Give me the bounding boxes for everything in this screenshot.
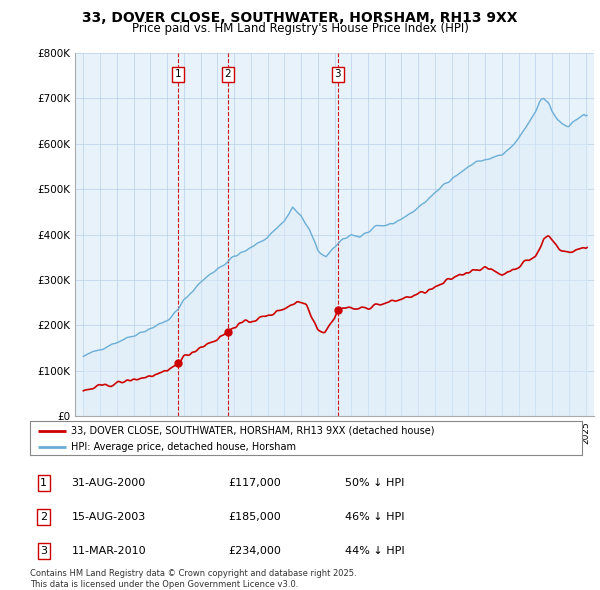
- Text: 1: 1: [40, 478, 47, 488]
- Text: 11-MAR-2010: 11-MAR-2010: [71, 546, 146, 556]
- Text: 2: 2: [224, 70, 231, 80]
- Text: £117,000: £117,000: [229, 478, 281, 488]
- Text: 15-AUG-2003: 15-AUG-2003: [71, 512, 146, 522]
- Text: Price paid vs. HM Land Registry's House Price Index (HPI): Price paid vs. HM Land Registry's House …: [131, 22, 469, 35]
- Text: 3: 3: [334, 70, 341, 80]
- Text: 50% ↓ HPI: 50% ↓ HPI: [344, 478, 404, 488]
- Text: 46% ↓ HPI: 46% ↓ HPI: [344, 512, 404, 522]
- Text: HPI: Average price, detached house, Horsham: HPI: Average price, detached house, Hors…: [71, 442, 296, 452]
- Text: 1: 1: [175, 70, 181, 80]
- Text: Contains HM Land Registry data © Crown copyright and database right 2025.
This d: Contains HM Land Registry data © Crown c…: [30, 569, 356, 589]
- Text: £234,000: £234,000: [229, 546, 281, 556]
- Text: 3: 3: [40, 546, 47, 556]
- Text: 2: 2: [40, 512, 47, 522]
- Text: 33, DOVER CLOSE, SOUTHWATER, HORSHAM, RH13 9XX (detached house): 33, DOVER CLOSE, SOUTHWATER, HORSHAM, RH…: [71, 426, 435, 436]
- Text: 33, DOVER CLOSE, SOUTHWATER, HORSHAM, RH13 9XX: 33, DOVER CLOSE, SOUTHWATER, HORSHAM, RH…: [82, 11, 518, 25]
- Text: 44% ↓ HPI: 44% ↓ HPI: [344, 546, 404, 556]
- Text: £185,000: £185,000: [229, 512, 281, 522]
- Text: 31-AUG-2000: 31-AUG-2000: [71, 478, 146, 488]
